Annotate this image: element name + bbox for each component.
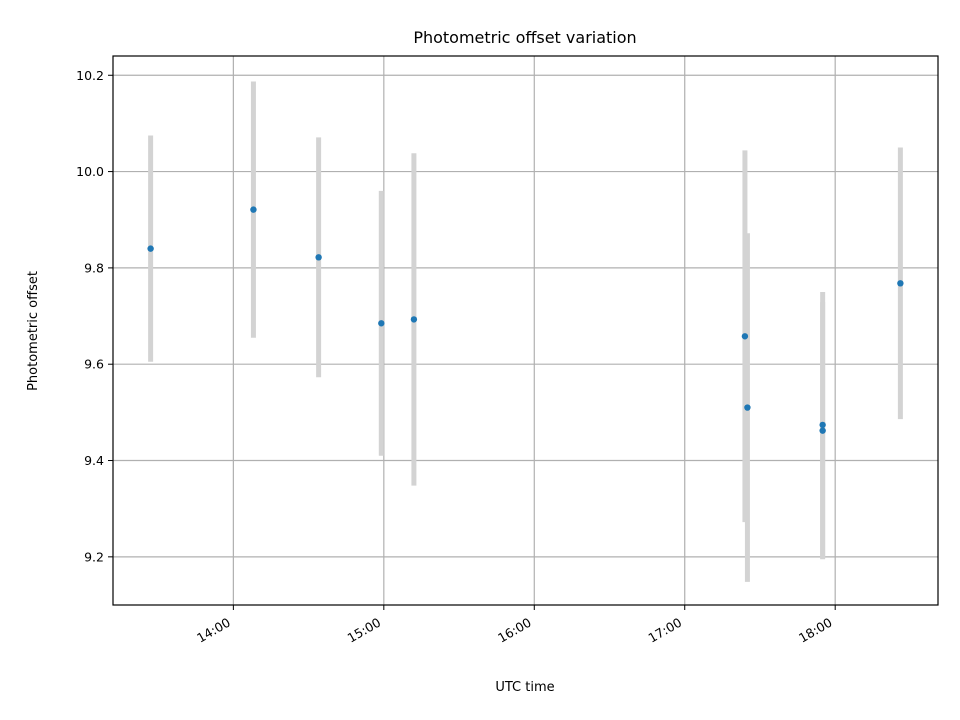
x-axis-label: UTC time — [495, 680, 554, 695]
data-point — [819, 427, 826, 434]
y-tick-label: 9.8 — [84, 260, 104, 275]
y-tick-label: 9.2 — [84, 549, 104, 564]
data-point — [410, 316, 418, 323]
data-point — [744, 404, 751, 411]
grid — [113, 56, 938, 605]
data-point — [741, 333, 749, 340]
y-tick-label: 9.4 — [84, 453, 104, 468]
data-point — [819, 421, 826, 429]
plot-frame — [112, 55, 939, 606]
data-point — [897, 280, 904, 287]
y-tick-label: 10.2 — [76, 68, 104, 83]
chart-title: Photometric offset variation — [413, 28, 636, 47]
data-point — [250, 206, 257, 213]
y-tick-label: 9.6 — [84, 357, 104, 372]
data-point — [147, 245, 154, 252]
y-axis-label: Photometric offset — [26, 271, 41, 391]
data-point — [315, 254, 322, 261]
data-points — [147, 206, 904, 434]
data-point — [378, 320, 385, 327]
y-tick-label: 10.0 — [76, 164, 104, 179]
